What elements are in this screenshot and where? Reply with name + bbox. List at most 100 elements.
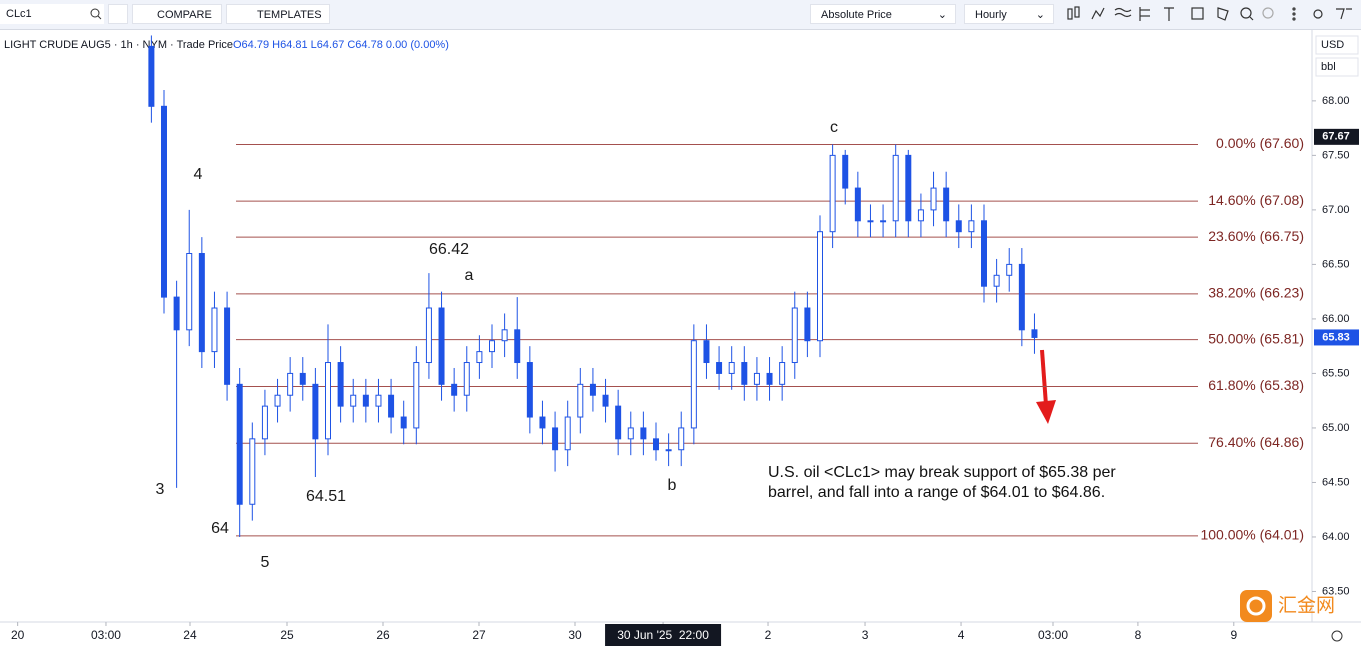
price-tag-label: 65.83 <box>1322 331 1350 343</box>
unit-box[interactable] <box>1315 57 1359 77</box>
candle-body <box>388 394 395 418</box>
x-tick-label: 30 <box>568 628 582 642</box>
candle-body <box>198 252 205 353</box>
y-tick-label: 65.00 <box>1322 422 1350 434</box>
candle-body <box>829 154 836 233</box>
candle-body <box>854 187 861 222</box>
settings-icon[interactable] <box>1331 630 1343 642</box>
candle-body <box>375 394 382 407</box>
candle-body <box>211 307 218 353</box>
candle-body <box>690 340 697 429</box>
toolbar: CLc1 COMPARE TEMPLATES Absolute Price ⌄ H… <box>0 0 1361 30</box>
y-tick-label: 67.00 <box>1322 204 1350 216</box>
forecast-arrowhead <box>1036 400 1056 424</box>
compare: COMPARE <box>157 9 212 21</box>
dropdown-arrow: ⌄ <box>937 9 947 21</box>
x-tick-label: 25 <box>280 628 294 642</box>
candle-body <box>325 362 331 440</box>
candle-body <box>564 416 571 451</box>
candle-body <box>1031 329 1038 338</box>
candle-body <box>577 383 584 418</box>
search-icon <box>90 8 102 20</box>
unit: bbl <box>1321 61 1336 73</box>
price-tag <box>1314 128 1359 145</box>
candle-body <box>224 307 231 385</box>
x-tick-label: 27 <box>472 628 486 642</box>
x-tick-label: 8 <box>1135 628 1142 642</box>
candle-body <box>400 416 407 429</box>
fib-label: 14.60% (67.08) <box>1208 192 1304 208</box>
candle-body <box>463 362 470 396</box>
fib-label: 23.60% (66.75) <box>1208 228 1304 244</box>
candle-body <box>299 372 306 385</box>
wave-label: 5 <box>261 554 270 571</box>
x-tick-label: 30 Jun '25 22:00 <box>617 628 709 642</box>
watermark-logo <box>1240 590 1272 622</box>
candle-body <box>489 340 495 353</box>
candle-body <box>350 394 357 407</box>
candle-body <box>791 307 798 364</box>
y-tick-label: 66.00 <box>1322 313 1350 325</box>
wave-label: c <box>830 119 838 136</box>
candle-body <box>526 362 533 418</box>
wave-label: a <box>465 267 474 284</box>
templates: TEMPLATES <box>257 9 322 21</box>
x-tick-label: 03:00 <box>91 628 121 642</box>
dropdown-arrow: ⌄ <box>1035 9 1045 21</box>
candle-body <box>451 383 458 396</box>
note-line: barrel, and fall into a range of $64.01 … <box>768 484 1105 501</box>
candle-body <box>993 274 1000 287</box>
fib-label: 38.20% (66.23) <box>1208 285 1304 301</box>
y-tick-label: 65.50 <box>1322 367 1350 379</box>
wave-label: 66.42 <box>429 241 469 258</box>
x-tick-label: 24 <box>183 628 197 642</box>
candle-body <box>161 105 167 298</box>
x-tick-label: 4 <box>958 628 965 642</box>
wave-label: 64.51 <box>306 488 346 505</box>
note-line: U.S. oil <CLc1> may break support of $65… <box>768 464 1116 481</box>
y-tick-label: 66.50 <box>1322 258 1350 270</box>
currency-box[interactable] <box>1315 35 1359 55</box>
wave-label: b <box>668 477 677 494</box>
x-tick-label: 9 <box>1230 628 1237 642</box>
interval-select[interactable]: Hourly ⌄ <box>964 4 1054 24</box>
price-tag-label: 67.67 <box>1322 131 1350 143</box>
x-tick-label: 26 <box>376 628 390 642</box>
compare-button[interactable]: COMPARE <box>132 4 222 24</box>
fib-label: 76.40% (64.86) <box>1208 434 1304 450</box>
ohlc-readout: O64.79 H64.81 L64.67 C64.78 0.00 (0.00%) <box>233 39 449 51</box>
y-tick-label: 64.50 <box>1322 476 1350 488</box>
candle-body <box>981 220 987 287</box>
x-tick-label: 3 <box>862 628 869 642</box>
candle-body <box>413 362 420 429</box>
candle-body <box>627 427 634 440</box>
candle-body <box>425 307 432 364</box>
x-tick-label: 20 <box>11 628 25 642</box>
clock-button[interactable] <box>108 4 128 24</box>
interval: Hourly <box>975 9 1007 21</box>
wave-label: 64 <box>211 520 229 537</box>
candle-body <box>1006 263 1013 276</box>
price-mode-select[interactable]: Absolute Price ⌄ <box>810 4 956 24</box>
fib-label: 100.00% (64.01) <box>1200 527 1304 543</box>
candle-body <box>552 427 559 451</box>
currency: USD <box>1321 39 1344 51</box>
candle-body <box>968 220 975 233</box>
templates-button[interactable]: TEMPLATES <box>226 4 330 24</box>
chart: LIGHT CRUDE AUG5 · 1h · NYM · Trade Pric… <box>0 29 1361 646</box>
candle-body <box>148 45 155 107</box>
candle-body <box>917 209 924 222</box>
candle-body <box>476 351 483 364</box>
chart-title: LIGHT CRUDE AUG5 · 1h · NYM · Trade Pric… <box>4 39 233 51</box>
candle-body <box>880 220 887 223</box>
symbol-search[interactable]: CLc1 <box>0 4 104 24</box>
candle-body <box>653 438 659 451</box>
price-tag <box>1314 329 1359 346</box>
candle-body <box>249 438 256 505</box>
wave-label: 4 <box>194 166 203 183</box>
candle-body <box>589 383 596 396</box>
candle-body <box>186 252 193 331</box>
candle-body <box>438 307 445 385</box>
candle-body <box>716 362 723 374</box>
x-tick-label: 2 <box>765 628 772 642</box>
